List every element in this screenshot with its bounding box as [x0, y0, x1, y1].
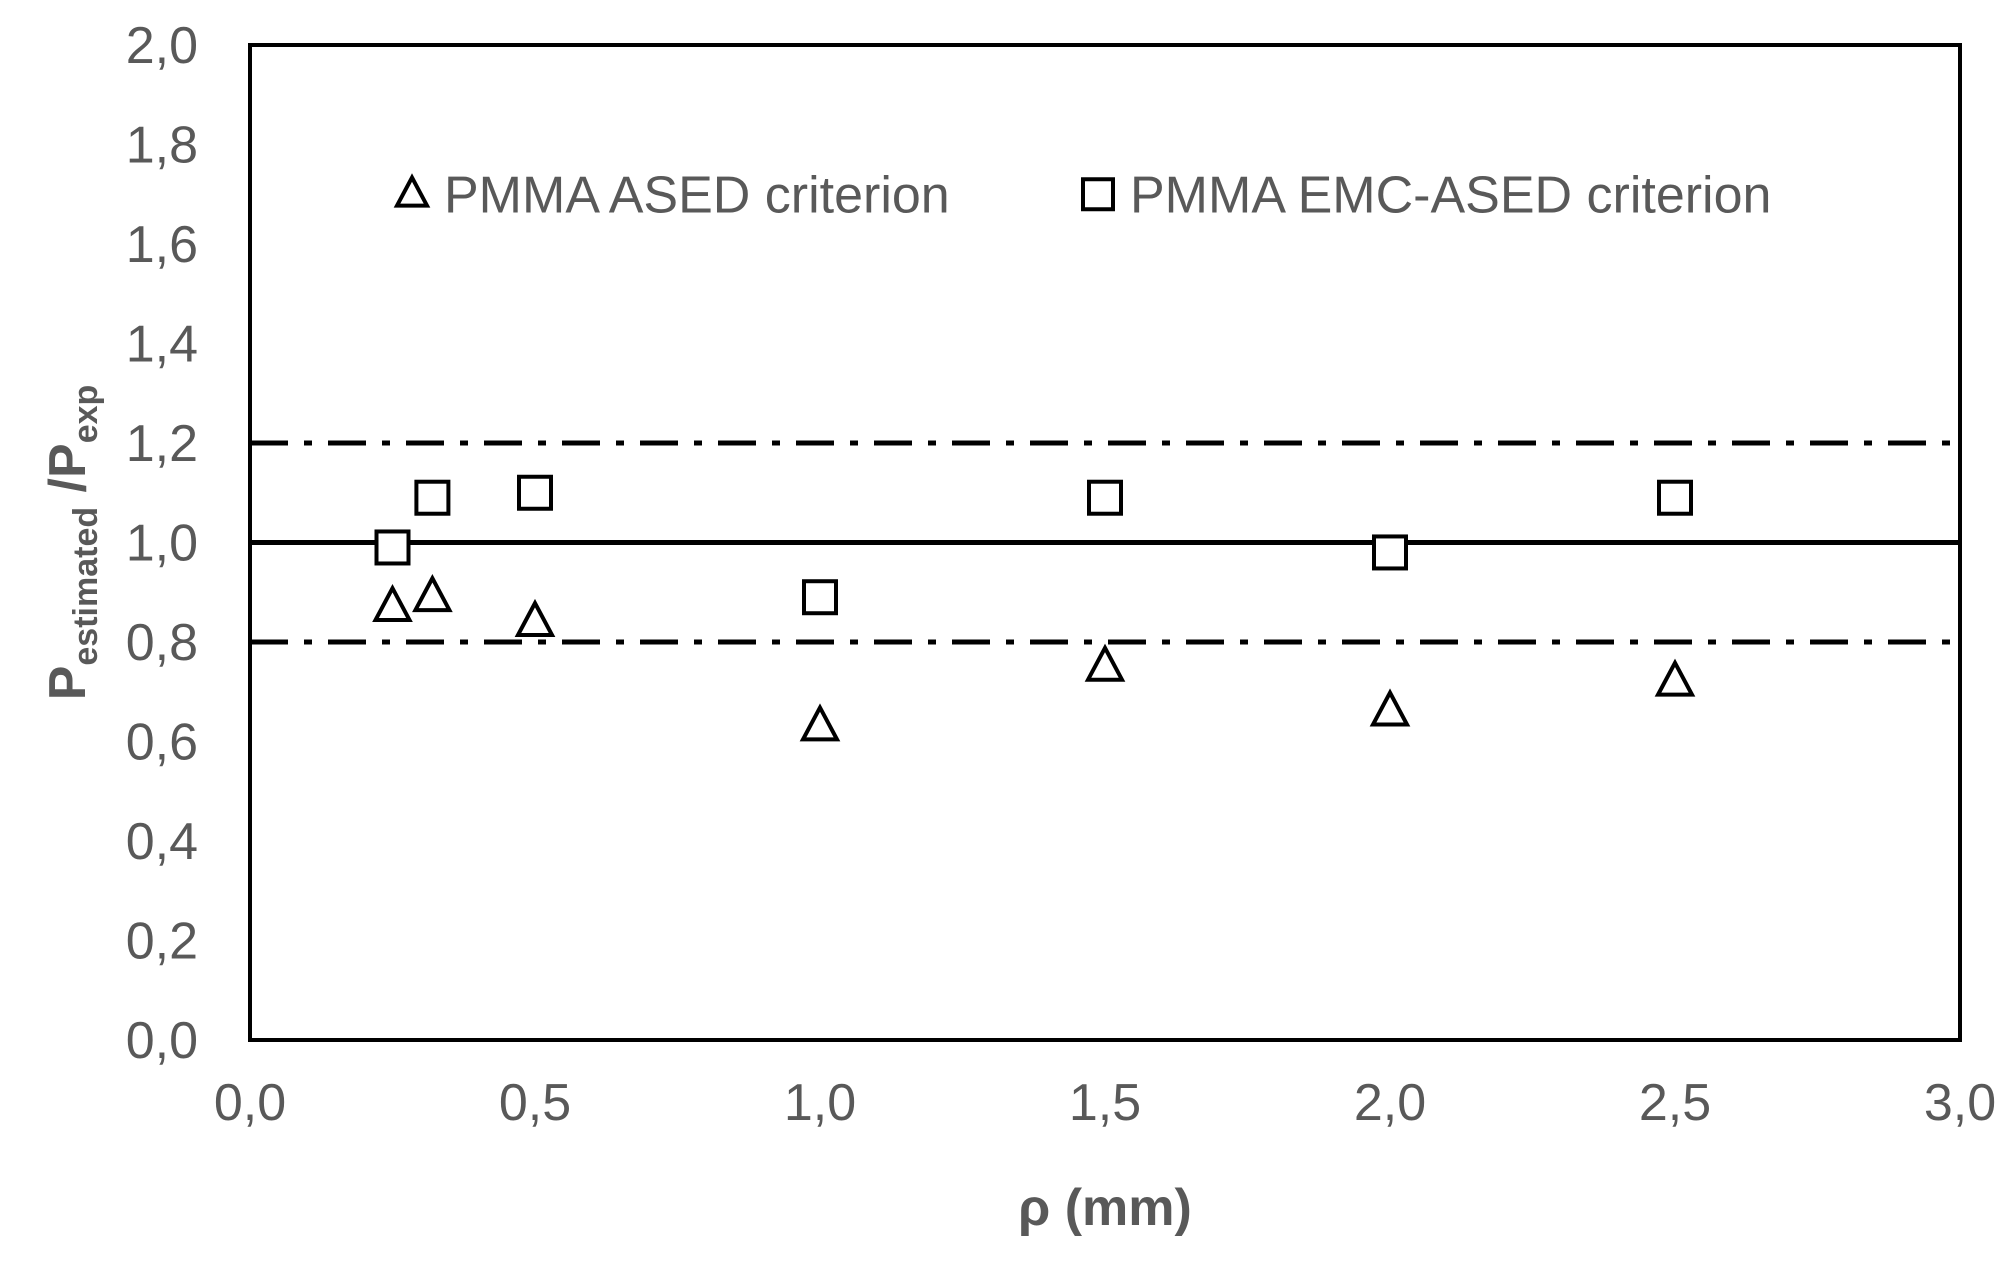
data-point-emc-ased: [1372, 534, 1408, 571]
y-axis-title-sub2: exp: [67, 385, 105, 444]
x-axis-title: ρ (mm): [1018, 1179, 1192, 1237]
legend-marker-triangle: [393, 173, 431, 208]
y-tick-label: 0,8: [126, 614, 198, 672]
y-axis-title-p2: P: [39, 443, 97, 478]
x-tick-label: 0,0: [214, 1074, 286, 1132]
x-tick-label: 3,0: [1924, 1074, 1996, 1132]
y-tick-label: 1,8: [126, 117, 198, 175]
y-axis-title-slash: /: [39, 478, 97, 507]
data-point-emc-ased: [374, 529, 411, 566]
plot-area-frame: [248, 43, 1962, 1042]
y-tick-label: 0,0: [126, 1012, 198, 1070]
data-point-emc-ased: [1657, 479, 1693, 516]
data-point-emc-ased: [517, 474, 553, 511]
y-tick-label: 1,4: [126, 316, 198, 374]
legend: PMMA ASED criterion PMMA EMC-ASED criteri…: [393, 166, 1771, 224]
x-tick-label: 0,5: [499, 1074, 571, 1132]
data-point-emc-ased: [802, 579, 838, 616]
y-tick-label: 0,6: [126, 714, 198, 772]
x-tick-label: 2,0: [1354, 1074, 1426, 1132]
data-point-ased: [412, 574, 453, 613]
data-markers: [372, 474, 1696, 742]
data-point-emc-ased: [414, 479, 451, 516]
x-axis-ticks: 0,0 0,5 1,0 1,5 2,0 2,5 3,0: [214, 1074, 1996, 1132]
reference-lines: [250, 440, 1960, 645]
data-point-ased: [1369, 688, 1411, 727]
legend-label: PMMA EMC-ASED criterion: [1130, 166, 1771, 224]
data-point-ased: [1084, 643, 1126, 682]
x-tick-label: 1,5: [1069, 1074, 1141, 1132]
data-point-emc-ased: [1087, 479, 1123, 516]
data-point-ased: [372, 583, 413, 623]
data-point-ased: [799, 703, 841, 742]
y-axis-title: Pestimated /Pexp: [39, 385, 105, 701]
y-axis-ticks: 0,0 0,2 0,4 0,6 0,8 1,0 1,2 1,4 1,6 1,8 2,0: [126, 17, 198, 1070]
legend-label: PMMA ASED criterion: [444, 166, 950, 224]
legend-marker-square: [1081, 177, 1115, 212]
y-tick-label: 0,4: [126, 813, 198, 871]
data-point-ased: [1654, 658, 1696, 697]
y-tick-label: 1,2: [126, 415, 198, 473]
y-tick-label: 0,2: [126, 913, 198, 971]
x-tick-label: 1,0: [784, 1074, 856, 1132]
y-tick-label: 1,6: [126, 216, 198, 274]
data-point-ased: [514, 598, 556, 637]
y-tick-label: 2,0: [126, 17, 198, 75]
y-axis-title-sub1: estimated: [67, 507, 105, 666]
y-axis-title-p1: P: [39, 666, 97, 701]
x-tick-label: 2,5: [1639, 1074, 1711, 1132]
y-tick-label: 1,0: [126, 515, 198, 573]
